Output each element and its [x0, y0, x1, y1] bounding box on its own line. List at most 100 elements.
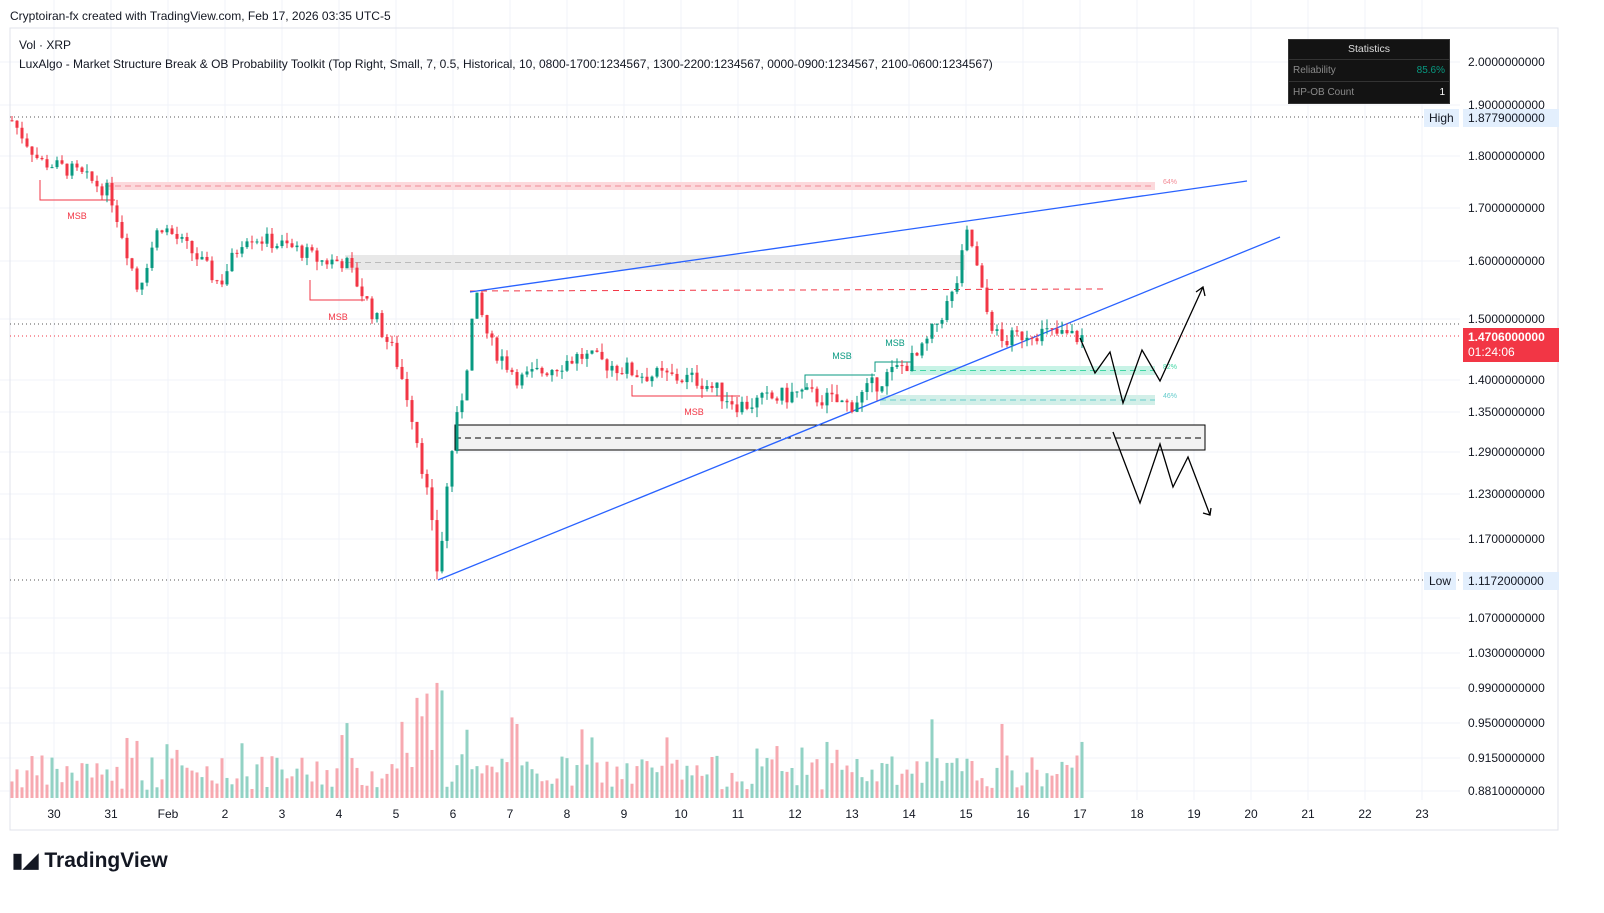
candle-body [870, 377, 874, 384]
candle-body [830, 392, 834, 395]
volume-bar [95, 763, 99, 798]
x-tick-label: 15 [959, 807, 973, 821]
candle-body [820, 402, 824, 406]
volume-bar [735, 781, 739, 798]
candle-body [425, 473, 429, 488]
candle-body [470, 318, 474, 371]
candle-body [550, 369, 554, 376]
candle-body [885, 372, 889, 387]
volume-bar [615, 766, 619, 798]
volume-bar [60, 782, 64, 798]
candle-body [860, 391, 864, 403]
candle-body [305, 247, 309, 258]
candle-body [335, 259, 339, 262]
volume-bar [495, 772, 499, 798]
volume-bar [150, 757, 154, 798]
projection-bearish-arrowhead [1202, 507, 1212, 516]
volume-bar [670, 763, 674, 798]
candle-body [925, 338, 929, 344]
candle-body [625, 362, 629, 374]
candle-body [445, 486, 449, 541]
volume-bar [770, 759, 774, 798]
x-tick-label: 30 [47, 807, 61, 821]
candle-body [965, 229, 969, 251]
candle-body [90, 171, 94, 181]
volume-bar [910, 773, 914, 798]
volume-bar [890, 756, 894, 798]
y-tick-label: 1.2300000000 [1468, 487, 1545, 501]
volume-bar [70, 772, 74, 798]
indicator-legend[interactable]: LuxAlgo - Market Structure Break & OB Pr… [19, 57, 993, 71]
volume-bar [105, 769, 109, 798]
candle-body [855, 402, 859, 412]
x-tick-label: 20 [1244, 807, 1258, 821]
stats-row-hpob: HP-OB Count 1 [1289, 81, 1449, 103]
volume-bar [470, 769, 474, 798]
volume-bar [830, 763, 834, 798]
volume-bar [820, 789, 824, 798]
candle-body [895, 365, 899, 367]
candle-body [955, 283, 959, 292]
candle-body [580, 354, 584, 359]
candle-body [370, 298, 374, 320]
volume-bar [870, 769, 874, 798]
candle-body [395, 342, 399, 367]
candle-body [710, 386, 714, 388]
candle-body [150, 247, 154, 268]
volume-bar [1070, 767, 1074, 798]
candle-body [480, 292, 484, 316]
x-tick-label: 5 [393, 807, 400, 821]
x-tick-label: 2 [222, 807, 229, 821]
x-tick-label: Feb [158, 807, 179, 821]
volume-bar [530, 769, 534, 798]
candle-body [680, 380, 684, 383]
candle-body [1080, 335, 1084, 343]
candle-body [605, 359, 609, 371]
candle-body [670, 372, 674, 374]
candle-body [525, 371, 529, 375]
volume-bar [560, 756, 564, 798]
candle-body [970, 229, 974, 247]
x-tick-label: 4 [336, 807, 343, 821]
volume-bar [685, 765, 689, 798]
volume-bar [440, 690, 444, 798]
y-tick-label: 1.0300000000 [1468, 646, 1545, 660]
candle-body [950, 291, 954, 302]
candle-body [95, 180, 99, 187]
volume-bar [365, 785, 369, 798]
volume-bar [775, 746, 779, 798]
projection-bearish-path [1112, 431, 1211, 516]
volume-bar [85, 763, 89, 798]
candle-body [1060, 330, 1064, 334]
candle-body [375, 313, 379, 320]
candle-body [910, 352, 914, 372]
volume-bar [45, 784, 49, 798]
volume-bar [120, 788, 124, 798]
y-tick-label: 1.0700000000 [1468, 611, 1545, 625]
volume-bar [630, 783, 634, 798]
volume-bar [250, 788, 254, 798]
statistics-table: Statistics Reliability 85.6% HP-OB Count 1 [1288, 39, 1450, 104]
volume-bar [710, 756, 714, 798]
candle-body [130, 258, 134, 269]
candle-body [660, 367, 664, 371]
volume-bar [1025, 772, 1029, 798]
candle-body [635, 375, 639, 378]
volume-bar [180, 765, 184, 798]
candle-body [260, 241, 264, 244]
volume-legend[interactable]: Vol · XRP [19, 38, 72, 52]
volume-bar [565, 758, 569, 798]
volume-bar [330, 786, 334, 798]
volume-bar [345, 723, 349, 798]
candle-body [880, 386, 884, 392]
candle-body [450, 451, 454, 487]
volume-bar [25, 770, 29, 798]
volume-bar [990, 787, 994, 798]
volume-bar [155, 787, 159, 798]
volume-bar [640, 759, 644, 798]
candle-body [55, 160, 59, 168]
tradingview-logo[interactable]: ▮◢ TradingView [12, 848, 168, 873]
candle-body [390, 341, 394, 343]
volume-bar [320, 784, 324, 798]
